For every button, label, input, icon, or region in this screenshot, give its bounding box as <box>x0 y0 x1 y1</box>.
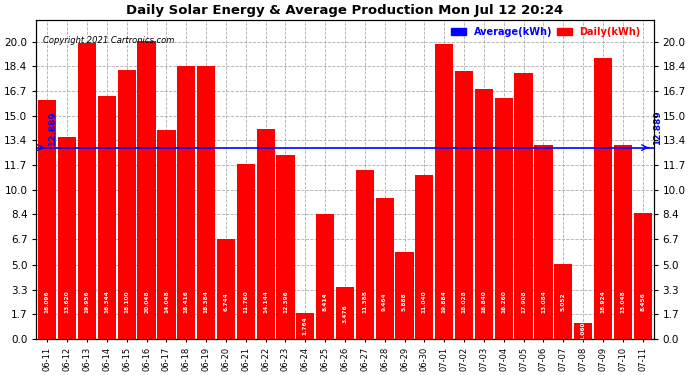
Bar <box>296 313 315 339</box>
Bar <box>554 264 573 339</box>
Text: 12.889: 12.889 <box>653 111 662 146</box>
Legend: Average(kWh), Daily(kWh): Average(kWh), Daily(kWh) <box>449 25 642 39</box>
Text: 16.344: 16.344 <box>104 290 110 313</box>
Bar <box>38 100 57 339</box>
Bar <box>276 155 295 339</box>
Bar <box>455 71 473 339</box>
Bar <box>613 145 632 339</box>
Bar <box>415 175 433 339</box>
Text: 16.840: 16.840 <box>482 291 486 313</box>
Bar <box>257 129 275 339</box>
Text: 16.260: 16.260 <box>501 291 506 313</box>
Bar <box>58 137 77 339</box>
Bar <box>534 145 553 339</box>
Text: 13.620: 13.620 <box>65 291 70 313</box>
Bar <box>78 43 96 339</box>
Text: 16.096: 16.096 <box>45 291 50 313</box>
Text: Copyright 2021 Cartronics.com: Copyright 2021 Cartronics.com <box>43 36 174 45</box>
Text: 12.889: 12.889 <box>48 111 57 146</box>
Bar <box>356 170 374 339</box>
Bar <box>395 252 414 339</box>
Bar <box>157 130 175 339</box>
Text: 11.760: 11.760 <box>244 291 248 313</box>
Text: 5.888: 5.888 <box>402 292 407 311</box>
Text: 19.956: 19.956 <box>85 291 90 313</box>
Text: 1.060: 1.060 <box>580 322 586 340</box>
Text: 18.924: 18.924 <box>600 291 605 313</box>
Bar <box>98 96 116 339</box>
Bar <box>177 66 195 339</box>
Text: 17.908: 17.908 <box>521 291 526 313</box>
Bar <box>137 41 156 339</box>
Text: 11.388: 11.388 <box>362 290 367 313</box>
Text: 9.464: 9.464 <box>382 292 387 311</box>
Text: 13.084: 13.084 <box>541 291 546 313</box>
Bar <box>197 66 215 339</box>
Title: Daily Solar Energy & Average Production Mon Jul 12 20:24: Daily Solar Energy & Average Production … <box>126 4 564 17</box>
Text: 13.048: 13.048 <box>620 291 625 313</box>
Bar <box>495 98 513 339</box>
Text: 5.052: 5.052 <box>561 292 566 311</box>
Bar <box>336 287 354 339</box>
Bar <box>375 198 394 339</box>
Text: 8.456: 8.456 <box>640 292 645 311</box>
Text: 14.144: 14.144 <box>263 290 268 313</box>
Bar <box>217 239 235 339</box>
Text: 6.744: 6.744 <box>224 292 228 311</box>
Text: 18.384: 18.384 <box>204 290 208 313</box>
Bar <box>117 70 136 339</box>
Bar <box>515 73 533 339</box>
Text: 3.476: 3.476 <box>342 304 348 322</box>
Bar <box>633 213 652 339</box>
Text: 1.764: 1.764 <box>303 316 308 335</box>
Bar <box>475 89 493 339</box>
Text: 18.100: 18.100 <box>124 291 129 313</box>
Bar <box>594 58 612 339</box>
Bar <box>237 164 255 339</box>
Text: 20.048: 20.048 <box>144 291 149 313</box>
Text: 12.396: 12.396 <box>283 291 288 313</box>
Bar <box>574 323 592 339</box>
Text: 14.048: 14.048 <box>164 291 169 313</box>
Text: 18.416: 18.416 <box>184 290 189 313</box>
Text: 19.884: 19.884 <box>442 291 446 313</box>
Bar <box>316 214 334 339</box>
Text: 8.414: 8.414 <box>323 292 328 311</box>
Bar <box>435 44 453 339</box>
Text: 11.040: 11.040 <box>422 291 427 313</box>
Text: 18.028: 18.028 <box>462 291 466 313</box>
